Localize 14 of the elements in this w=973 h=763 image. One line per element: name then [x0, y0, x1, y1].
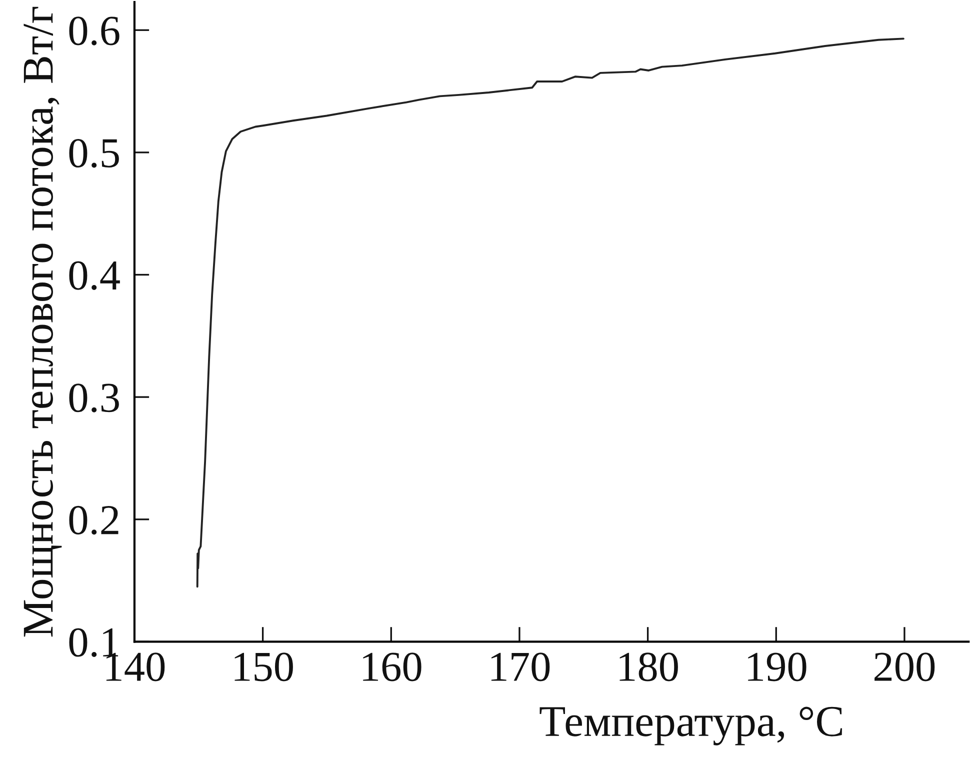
y-tick-label: 0.6	[69, 16, 120, 46]
y-tick-label: 0.2	[69, 506, 118, 535]
x-tick-label: 150	[234, 652, 293, 682]
y-tick-label: 0.4	[69, 261, 120, 290]
x-axis-title: Температура, °C	[540, 706, 842, 746]
x-tick-label: 170	[491, 652, 550, 682]
y-axis-title: Мощность теплового потока, Вт/г	[24, 6, 62, 637]
x-tick-label: 160	[363, 652, 422, 682]
x-tick-label: 180	[620, 652, 678, 682]
y-tick-label: 0.5	[69, 138, 119, 168]
y-tick-label: 0.3	[69, 384, 119, 412]
line-series	[196, 38, 904, 588]
x-tick-label: 200	[874, 652, 935, 682]
x-tick-label: 190	[748, 652, 806, 682]
